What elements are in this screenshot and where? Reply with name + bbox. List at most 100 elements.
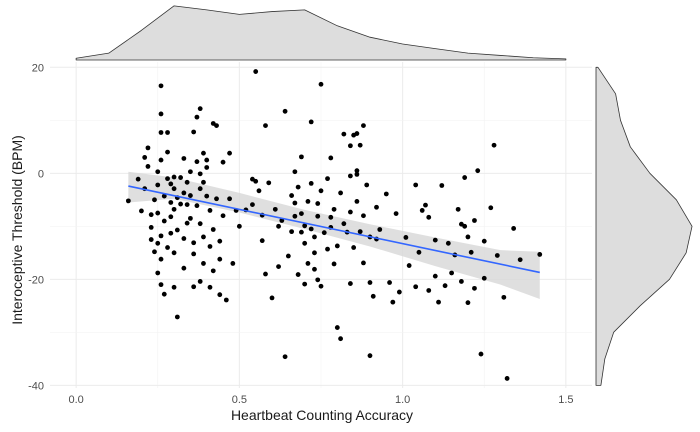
data-point <box>161 218 167 224</box>
data-point <box>158 111 164 117</box>
data-point <box>201 150 206 156</box>
data-point <box>158 157 164 163</box>
data-point <box>295 272 301 277</box>
data-point <box>204 165 210 170</box>
data-point <box>223 297 229 303</box>
data-point <box>135 176 141 182</box>
data-point <box>155 240 161 246</box>
data-point <box>445 240 451 246</box>
data-point <box>374 204 379 210</box>
data-point <box>266 180 272 186</box>
y-axis-ticks: -40 -20 0 20 <box>28 62 44 392</box>
x-axis-title: Heartbeat Counting Accuracy <box>231 407 413 423</box>
data-point <box>475 168 481 174</box>
data-point <box>155 270 161 276</box>
top-marginal-density <box>75 5 567 61</box>
data-point <box>436 299 441 305</box>
x-tick-label: 0.5 <box>232 394 247 406</box>
data-point <box>413 284 419 290</box>
data-point <box>354 199 360 204</box>
data-point <box>181 190 187 196</box>
data-point <box>191 129 197 135</box>
data-point <box>292 213 298 219</box>
y-tick-label: 0 <box>38 168 44 180</box>
data-point <box>256 188 262 194</box>
data-point <box>472 218 477 223</box>
data-point <box>207 244 213 249</box>
data-point <box>308 226 314 232</box>
data-point <box>308 119 314 125</box>
data-point <box>161 291 167 297</box>
data-point <box>250 202 255 207</box>
y-tick-label: 20 <box>32 62 44 74</box>
data-point <box>537 252 543 257</box>
data-point <box>148 212 154 218</box>
data-point <box>158 130 164 135</box>
data-point <box>148 224 154 230</box>
data-point <box>285 253 291 259</box>
data-point <box>351 245 357 250</box>
data-point <box>201 261 206 266</box>
data-point <box>442 283 448 289</box>
data-point <box>152 249 157 255</box>
x-tick-label: 1.5 <box>558 394 573 406</box>
data-point <box>312 250 317 256</box>
data-point <box>315 201 321 206</box>
data-point <box>517 257 523 263</box>
top-density-curve <box>75 5 567 61</box>
data-point <box>214 123 219 129</box>
data-point <box>302 240 308 246</box>
data-point <box>282 108 288 114</box>
data-point <box>259 238 265 244</box>
data-point <box>207 208 213 213</box>
data-point <box>370 293 376 299</box>
data-point <box>331 261 337 267</box>
data-point <box>197 221 203 227</box>
data-point <box>210 227 216 232</box>
data-point <box>331 206 337 212</box>
data-point <box>263 123 268 129</box>
data-point <box>439 183 445 188</box>
data-point <box>165 130 170 135</box>
data-point <box>347 173 353 179</box>
data-point <box>184 202 190 207</box>
data-point <box>403 235 409 240</box>
data-point <box>347 143 353 149</box>
data-point <box>227 150 232 156</box>
data-point <box>292 200 298 206</box>
data-point <box>214 196 219 202</box>
data-point <box>155 169 161 175</box>
trend-line-layer <box>128 185 540 274</box>
data-point <box>367 280 373 285</box>
data-point <box>191 240 197 246</box>
data-point <box>491 142 497 148</box>
data-point <box>334 325 340 330</box>
data-point <box>181 265 187 271</box>
confidence-band-layer <box>128 171 540 299</box>
data-point <box>318 188 324 194</box>
data-point <box>168 200 174 205</box>
confidence-band <box>128 171 540 299</box>
data-point <box>361 260 366 266</box>
data-point <box>165 245 170 250</box>
data-point <box>354 168 360 174</box>
data-point <box>220 159 226 165</box>
data-point <box>204 157 210 163</box>
data-point <box>263 271 268 277</box>
data-point <box>299 154 304 160</box>
data-point <box>511 226 517 231</box>
data-point <box>361 123 366 129</box>
data-point <box>191 284 197 290</box>
data-point <box>357 142 363 148</box>
data-point <box>171 206 177 212</box>
data-point <box>191 251 197 257</box>
data-point <box>210 268 216 274</box>
data-point <box>357 229 363 235</box>
data-point <box>155 182 161 188</box>
data-point <box>361 213 366 219</box>
data-point <box>305 199 311 204</box>
data-point <box>178 175 184 180</box>
data-point <box>282 354 288 360</box>
data-point <box>171 174 177 180</box>
data-point <box>171 186 177 192</box>
